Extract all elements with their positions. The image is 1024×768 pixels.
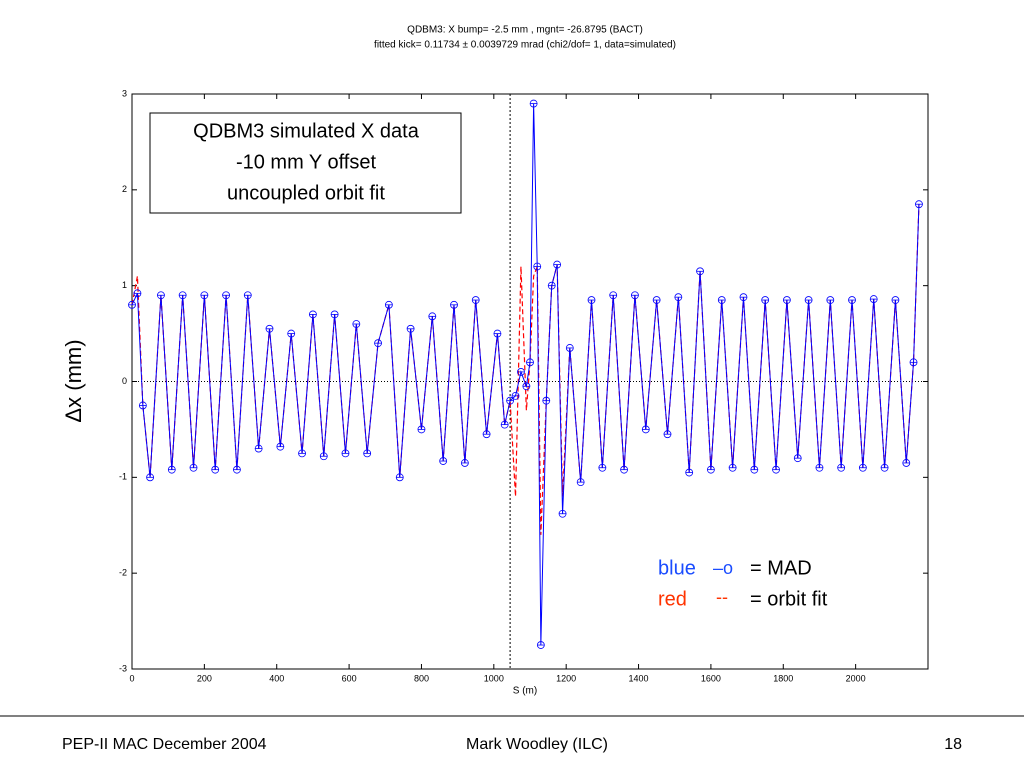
x-tick-label: 1400 [629, 673, 649, 683]
chart-subtitle: fitted kick= 0.11734 ± 0.0039729 mrad (c… [374, 40, 676, 51]
legend-name: red [658, 588, 687, 610]
x-tick-label: 1000 [484, 673, 504, 683]
chart-title: QDBM3: X bump= -2.5 mm , mgnt= -26.8795 … [407, 25, 643, 36]
y-tick-label: -2 [119, 568, 127, 578]
legend-symbol: –o [713, 558, 733, 578]
annotation: QDBM3 simulated X data [193, 120, 420, 142]
x-tick-label: 400 [269, 673, 284, 683]
y-tick-label: 1 [122, 280, 127, 290]
y-axis-label: Δx (mm) [61, 339, 86, 422]
annotation-box [149, 112, 462, 214]
footer-right: 18 [944, 736, 962, 753]
legend-text: = orbit fit [750, 588, 828, 610]
footer-center: Mark Woodley (ILC) [466, 736, 608, 753]
y-tick-label: -3 [119, 663, 127, 673]
x-axis-label: S (m) [513, 686, 537, 697]
x-tick-label: 1600 [701, 673, 721, 683]
annotation: -10 mm Y offset [236, 151, 377, 173]
y-tick-label: 3 [122, 88, 127, 98]
series-line [131, 204, 920, 535]
legend-text: = MAD [750, 557, 812, 579]
footer-left: PEP-II MAC December 2004 [62, 736, 267, 753]
x-tick-label: 2000 [846, 673, 866, 683]
x-tick-label: 200 [197, 673, 212, 683]
x-tick-label: 800 [414, 673, 429, 683]
x-tick-label: 1200 [556, 673, 576, 683]
legend-symbol: -- [716, 587, 728, 607]
y-tick-label: 2 [122, 184, 127, 194]
y-tick-label: 0 [122, 376, 127, 386]
x-tick-label: 0 [129, 673, 134, 683]
legend-name: blue [658, 557, 696, 579]
x-tick-label: 1800 [773, 673, 793, 683]
annotation: uncoupled orbit fit [227, 182, 385, 204]
x-tick-label: 600 [342, 673, 357, 683]
y-tick-label: -1 [119, 472, 127, 482]
